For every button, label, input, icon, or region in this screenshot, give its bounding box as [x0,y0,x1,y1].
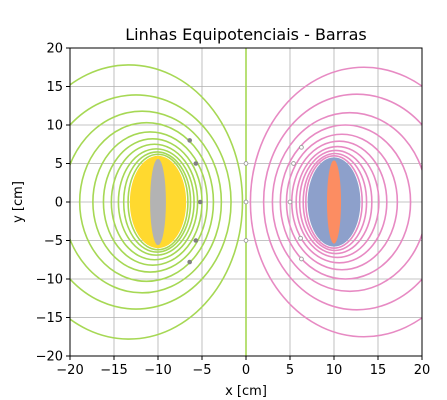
y-tick-label-2: −10 [36,273,63,288]
point-light-5 [287,199,293,205]
right-contour-9 [249,66,422,338]
x-tick-label-2: −10 [144,363,171,378]
y-tick-label-1: −15 [36,311,63,326]
left-contour-2 [117,148,195,256]
left-contour-5 [92,131,209,273]
right-bar-core [326,160,342,244]
right-contour-2 [298,149,373,255]
right-contour-3 [295,145,380,259]
y-tick-label-5: 5 [55,157,63,172]
chart-title: Linhas Equipotenciais - Barras [125,25,367,44]
right-contour-7 [271,111,422,293]
x-tick-label-3: −5 [192,363,211,378]
y-tick-label-6: 10 [46,119,63,134]
y-tick-label-7: 15 [46,80,63,95]
left-contour-0 [127,153,189,251]
y-tick-label-4: 0 [55,196,63,211]
left-bar-core [150,158,166,246]
point-light-2 [243,238,249,243]
right-contour-0 [305,155,363,250]
point-light-3 [291,161,296,166]
x-tick-label-0: −20 [56,363,83,378]
x-tick-label-1: −15 [100,363,127,378]
x-tick-label-7: 15 [370,363,387,378]
x-tick-label-4: 0 [242,363,250,378]
left-contour-1 [122,151,192,253]
left-contour-6 [78,121,215,283]
point-light-4 [299,144,304,150]
left-contour-8 [70,94,232,310]
axis-ticks: −20 −15 −10 −5 0 5 10 15 20 −20 −15 −10 −5 0 5 10 15 20 [36,42,431,379]
left-contour-3 [110,143,199,261]
left-contour-7 [70,110,223,294]
point-dark-1 [193,161,199,166]
right-contour-5 [285,133,399,271]
y-tick-label-8: 20 [46,42,63,57]
right-contour-6 [279,124,412,280]
plot-area [70,48,422,356]
y-tick-label-3: −5 [44,234,63,249]
point-dark-4 [187,259,192,265]
left-contour-9 [70,64,244,340]
point-light-6 [298,235,303,241]
point-light-0 [243,161,249,166]
x-tick-label-8: 20 [414,363,431,378]
point-dark-2 [197,199,203,205]
x-axis-label: x [cm] [225,384,267,399]
point-dark-0 [187,138,192,143]
point-dark-3 [193,238,199,243]
right-contour-1 [302,152,368,252]
x-tick-label-5: 5 [286,363,294,378]
x-tick-label-6: 10 [326,363,343,378]
y-axis-label: y [cm] [11,181,26,223]
right-contour-8 [262,93,422,311]
point-light-7 [299,256,304,262]
y-tick-label-0: −20 [36,350,63,365]
point-light-1 [243,199,249,205]
